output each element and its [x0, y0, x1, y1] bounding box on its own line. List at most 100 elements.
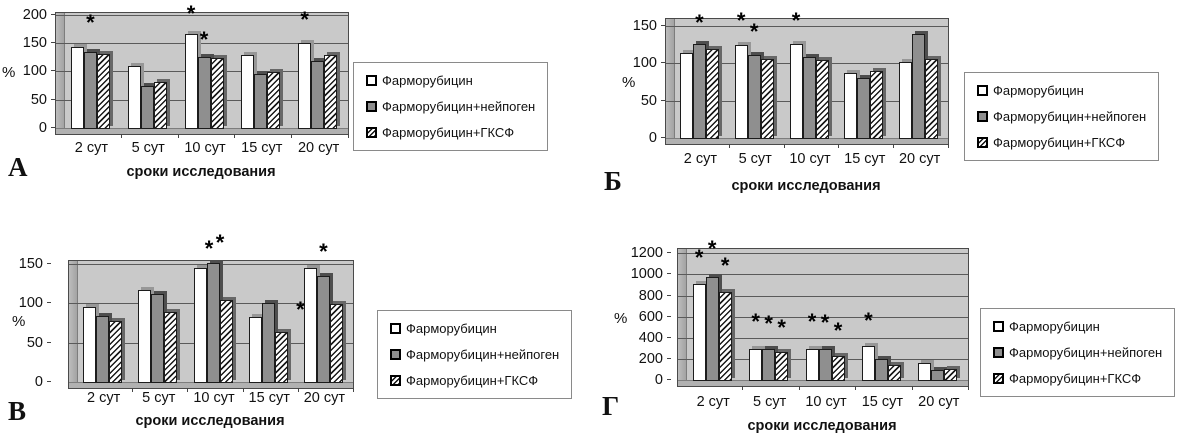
y-tick-mark — [47, 381, 51, 382]
x-tick-label: 5 сут — [131, 140, 165, 156]
left-wall-3d — [666, 19, 675, 144]
bar — [140, 86, 154, 129]
legend-label: Фарморубицин — [382, 73, 473, 88]
gridline — [678, 253, 968, 255]
x-axis-labels: 2 сут 5 сут 10 сут 15 сут 20 сут — [665, 151, 947, 169]
x-tick-label: 5 сут — [142, 390, 176, 406]
y-tick-mark — [667, 273, 671, 275]
bar — [298, 43, 312, 129]
bar — [303, 268, 317, 383]
y-tick-label: 100 — [18, 295, 43, 312]
bar — [747, 55, 761, 139]
significance-asterisk: * — [186, 1, 196, 27]
x-tick-label: 15 сут — [861, 394, 904, 410]
legend-item: Фарморубицин — [390, 321, 559, 336]
y-tick-label: 0 — [38, 120, 47, 136]
legend: Фарморубицин Фарморубицин+нейпоген Фармо… — [964, 72, 1160, 161]
y-axis: 0 50 100 150 — [0, 257, 51, 389]
x-tick-mark — [742, 386, 744, 390]
bar — [274, 331, 288, 383]
x-tick-mark — [353, 388, 354, 392]
x-tick-label: 10 сут — [184, 140, 226, 156]
chart-panel-a: 0 50 100 150 200 % * * * * 2 сут 5 сут 10 сут 15 с… — [0, 0, 600, 230]
bar — [138, 290, 152, 383]
significance-asterisk: * — [864, 307, 873, 333]
legend-label: Фарморубицин+нейпоген — [406, 347, 560, 362]
y-axis-unit-label: % — [2, 64, 16, 81]
bar — [153, 82, 167, 129]
bar — [83, 52, 97, 129]
significance-asterisk: * — [199, 27, 209, 53]
bar — [874, 358, 888, 381]
y-tick-label: 100 — [632, 55, 657, 71]
x-tick-mark — [838, 144, 840, 148]
bar — [96, 316, 110, 383]
bar — [96, 53, 110, 129]
y-tick-label: 100 — [22, 63, 47, 80]
bar — [109, 320, 123, 383]
legend-label: Фарморубицин+ГКСФ — [993, 135, 1126, 150]
bar — [197, 57, 211, 129]
significance-asterisk: * — [807, 309, 817, 335]
x-tick-mark — [242, 388, 244, 392]
y-tick-label: 400 — [638, 329, 663, 346]
panel-letter: В — [8, 396, 27, 426]
y-tick-label: 600 — [638, 308, 663, 325]
x-tick-label: 15 сут — [248, 390, 290, 406]
y-tick-mark — [667, 357, 671, 359]
gridline — [678, 274, 968, 276]
y-tick-mark — [661, 24, 665, 26]
bar — [734, 44, 748, 139]
bar — [241, 54, 255, 129]
legend-swatch-hatched — [993, 373, 1004, 384]
bar — [912, 34, 926, 139]
x-axis-title: сроки исследования — [747, 418, 897, 434]
bar — [324, 55, 338, 129]
significance-asterisk: * — [791, 8, 801, 33]
legend-swatch-hatched — [390, 375, 401, 386]
x-tick-label: 10 сут — [193, 390, 235, 406]
y-axis-unit-label: % — [12, 313, 26, 330]
bar — [749, 348, 763, 381]
legend-swatch-white — [366, 75, 377, 86]
gridline — [678, 316, 968, 318]
y-tick-label: 150 — [22, 35, 47, 52]
plot-area: * * * * — [68, 231, 354, 392]
y-tick-label: 0 — [654, 372, 663, 388]
x-tick-mark — [948, 144, 949, 148]
bar — [775, 351, 789, 381]
legend-item: Фарморубицин+нейпоген — [993, 345, 1162, 360]
legend-swatch-white — [977, 85, 988, 96]
plot-area: * * * * * * * * * * — [677, 237, 969, 390]
x-axis-labels: 2 сут 5 сут 10 сут 15 сут 20 сут — [677, 394, 967, 412]
x-tick-mark — [291, 134, 293, 138]
y-tick-mark — [667, 252, 671, 254]
bar — [267, 72, 281, 129]
bar — [261, 302, 275, 383]
y-tick-label: 50 — [26, 334, 43, 351]
bar — [184, 33, 198, 129]
x-tick-label: 15 сут — [844, 151, 886, 167]
x-tick-label: 15 сут — [241, 140, 283, 156]
plot-area: * * * * — [665, 10, 949, 148]
y-tick-mark — [51, 70, 55, 72]
y-tick-label: 800 — [638, 287, 663, 304]
significance-asterisk: * — [764, 310, 773, 336]
legend-item: Фарморубицин+нейпоген — [366, 99, 535, 114]
bar — [83, 306, 97, 383]
gridline — [56, 14, 348, 16]
x-axis-labels: 2 сут 5 сут 10 сут 15 сут 20 сут — [68, 390, 352, 408]
y-tick-mark — [47, 302, 51, 304]
x-axis-labels: 2 сут 5 сут 10 сут 15 сут 20 сут — [55, 140, 347, 158]
y-tick-mark — [661, 99, 665, 101]
y-tick-label: 1200 — [630, 245, 663, 262]
gridline — [56, 43, 348, 45]
y-axis: 0 50 100 150 — [618, 18, 665, 145]
x-tick-label: 5 сут — [752, 394, 787, 410]
y-tick-mark — [667, 315, 671, 317]
x-tick-mark — [911, 386, 913, 390]
legend-item: Фарморубицин+ГКСФ — [977, 135, 1146, 150]
bar — [206, 263, 220, 383]
bar — [329, 304, 343, 383]
significance-asterisk: * — [820, 310, 830, 336]
